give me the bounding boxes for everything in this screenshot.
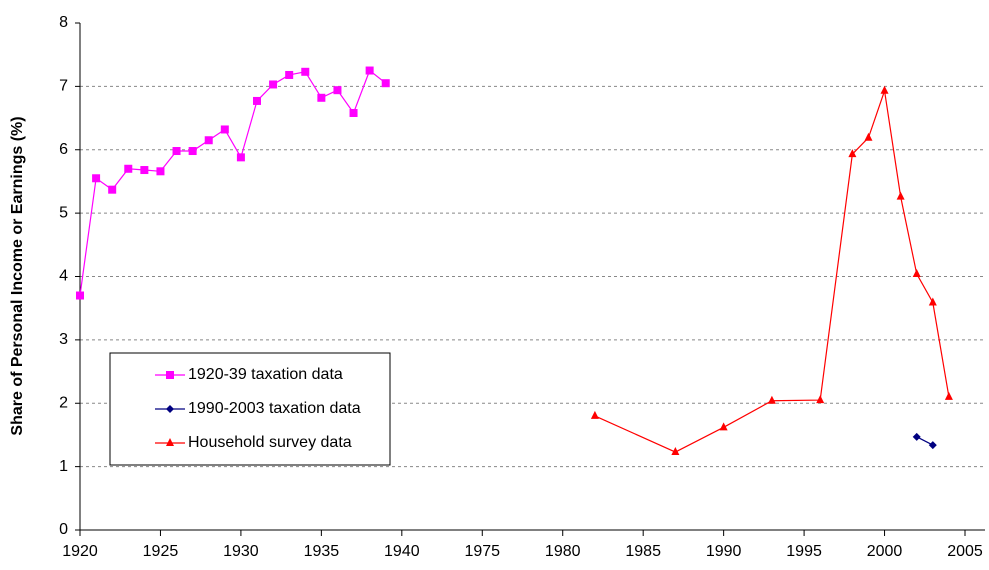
x-tick-label: 1980 (545, 543, 581, 560)
x-tick-label: 1990 (706, 543, 742, 560)
marker (92, 174, 101, 183)
marker (912, 432, 921, 441)
marker (719, 422, 728, 431)
marker (333, 86, 342, 95)
marker (317, 93, 326, 102)
y-tick-label: 1 (59, 458, 68, 475)
marker (269, 80, 278, 89)
marker (349, 108, 358, 117)
marker (220, 125, 229, 134)
legend-marker (166, 438, 174, 446)
y-tick-label: 2 (59, 394, 68, 411)
marker (253, 96, 261, 105)
marker (848, 149, 857, 158)
marker (896, 191, 905, 200)
x-tick-label: 1985 (625, 543, 661, 560)
y-tick-label: 0 (59, 521, 68, 538)
y-tick-label: 8 (59, 14, 68, 31)
marker (301, 67, 310, 76)
marker (816, 395, 825, 404)
marker (76, 291, 84, 300)
x-tick-label: 2005 (947, 543, 983, 560)
marker (912, 268, 921, 277)
marker (880, 85, 889, 94)
marker (590, 410, 599, 419)
y-tick-label: 4 (59, 268, 68, 285)
marker (864, 132, 873, 141)
x-tick-label: 2000 (867, 543, 903, 560)
marker (944, 391, 953, 400)
marker (928, 297, 937, 306)
marker (365, 66, 374, 75)
marker (124, 164, 133, 173)
series-line (916, 436, 934, 446)
legend-label: 1920-39 taxation data (188, 366, 343, 383)
x-tick-label: 1995 (786, 543, 822, 560)
series-line (594, 90, 950, 453)
x-tick-label: 1930 (223, 543, 259, 560)
y-tick-label: 3 (59, 331, 68, 348)
x-tick-label: 1925 (143, 543, 179, 560)
marker (204, 136, 213, 145)
x-tick-label: 1935 (304, 543, 340, 560)
marker (188, 147, 197, 156)
y-tick-label: 6 (59, 141, 68, 158)
marker (928, 441, 937, 450)
marker (108, 185, 117, 194)
legend-marker (166, 371, 174, 379)
marker (236, 153, 245, 162)
legend: 1920-39 taxation data 1990-2003 taxation … (109, 352, 391, 466)
marker (285, 70, 294, 79)
x-tick-label: 1940 (384, 543, 420, 560)
series-line (79, 69, 387, 296)
legend-label: 1990-2003 taxation data (188, 400, 361, 417)
x-tick-label: 1920 (62, 543, 98, 560)
marker (156, 167, 165, 176)
marker (767, 395, 776, 404)
legend-marker (166, 405, 174, 413)
y-tick-label: 7 (59, 78, 68, 95)
marker (172, 147, 181, 156)
marker (671, 447, 680, 456)
marker (381, 79, 390, 88)
x-tick-label: 1975 (464, 543, 500, 560)
marker (140, 166, 149, 175)
y-axis-label: Share of Personal Income or Earnings (%) (9, 116, 26, 435)
y-tick-label: 5 (59, 204, 68, 221)
legend-label: Household survey data (188, 434, 352, 451)
